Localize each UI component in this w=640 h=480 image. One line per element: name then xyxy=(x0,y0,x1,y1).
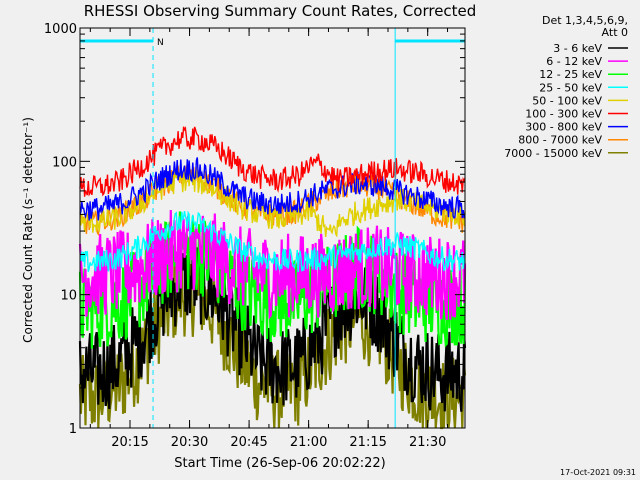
legend-header: Det 1,3,4,5,6,9, xyxy=(542,14,628,27)
legend-label: 50 - 100 keV xyxy=(532,94,602,107)
chart-title: RHESSI Observing Summary Count Rates, Co… xyxy=(84,2,477,20)
x-axis-label: Start Time (26-Sep-06 20:02:22) xyxy=(174,456,385,471)
axes: 20:15 20:30 20:45 21:00 21:15 21:30 1 10 100 1000 xyxy=(44,22,466,450)
y-axis-label: Corrected Count Rate (s⁻¹ detector⁻¹) xyxy=(21,117,35,343)
series-line xyxy=(79,126,466,197)
legend-label: 6 - 12 keV xyxy=(546,55,602,68)
x-tick-label: 20:15 xyxy=(111,435,148,450)
y-tick-label: 10 xyxy=(60,289,77,304)
x-tick-label: 20:30 xyxy=(171,435,208,450)
series-line xyxy=(79,210,466,273)
legend-label: 100 - 300 keV xyxy=(525,108,602,121)
legend-label: 12 - 25 keV xyxy=(539,68,602,81)
x-tick-label: 21:30 xyxy=(409,435,446,450)
legend-label: 800 - 7000 keV xyxy=(518,134,602,147)
plot-frame xyxy=(79,27,466,429)
y-tick-label: 1000 xyxy=(44,22,77,37)
x-tick-label: 21:15 xyxy=(349,435,386,450)
y-tick-label: 1 xyxy=(69,422,77,437)
legend-label: 3 - 6 keV xyxy=(553,42,602,55)
legend-label: 25 - 50 keV xyxy=(539,81,602,94)
series-line xyxy=(78,209,467,320)
legend-label: 300 - 800 keV xyxy=(525,121,602,134)
series-line xyxy=(79,157,466,221)
x-tick-label: 21:00 xyxy=(290,435,327,450)
series-line xyxy=(78,242,467,412)
night-bar-label: N xyxy=(157,38,164,48)
legend-header: Att 0 xyxy=(602,26,628,39)
timestamp-footer: 17-Oct-2021 09:31 xyxy=(560,468,636,477)
legend-label: 7000 - 15000 keV xyxy=(504,147,602,160)
x-tick-label: 20:45 xyxy=(230,435,267,450)
y-tick-label: 100 xyxy=(52,155,77,170)
